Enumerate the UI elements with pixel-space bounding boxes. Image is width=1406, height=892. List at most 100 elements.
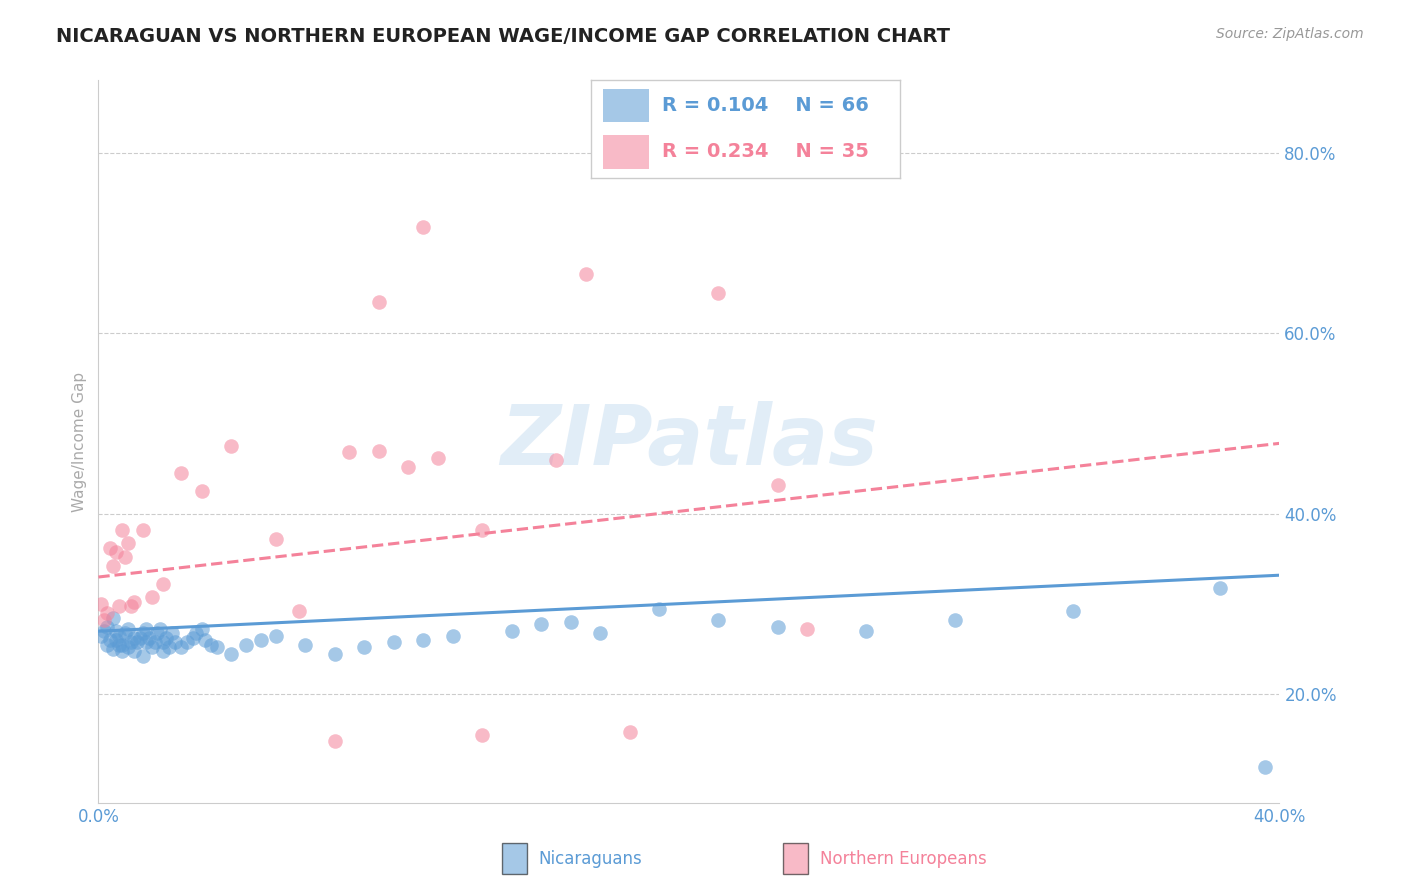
Point	[648, 601, 671, 615]
Point	[294, 638, 316, 652]
Point	[170, 466, 193, 480]
Text: NICARAGUAN VS NORTHERN EUROPEAN WAGE/INCOME GAP CORRELATION CHART: NICARAGUAN VS NORTHERN EUROPEAN WAGE/INC…	[56, 27, 950, 45]
Point	[117, 535, 139, 549]
Point	[111, 644, 134, 658]
Text: Northern Europeans: Northern Europeans	[820, 849, 987, 868]
Point	[152, 577, 174, 591]
Point	[181, 632, 204, 646]
Point	[103, 610, 125, 624]
Point	[105, 633, 128, 648]
Point	[546, 452, 568, 467]
Point	[152, 635, 174, 649]
Point	[162, 626, 183, 640]
Point	[323, 734, 346, 748]
Point	[152, 644, 174, 658]
Point	[235, 638, 257, 652]
Point	[90, 629, 112, 643]
Text: Source: ZipAtlas.com: Source: ZipAtlas.com	[1216, 27, 1364, 41]
Point	[98, 541, 121, 555]
Text: Nicaraguans: Nicaraguans	[538, 849, 643, 868]
Point	[141, 640, 163, 655]
Point	[323, 647, 346, 661]
Point	[412, 219, 434, 234]
Text: R = 0.234    N = 35: R = 0.234 N = 35	[662, 143, 869, 161]
Point	[132, 523, 155, 537]
Point	[146, 626, 169, 640]
Point	[149, 623, 172, 637]
Point	[339, 445, 361, 459]
Point	[108, 629, 131, 643]
Point	[114, 550, 136, 565]
Point	[170, 640, 193, 655]
Point	[122, 632, 145, 646]
Point	[93, 613, 115, 627]
Point	[117, 623, 139, 637]
Point	[125, 635, 148, 649]
Point	[132, 626, 155, 640]
Bar	[603, 89, 650, 122]
Point	[707, 285, 730, 300]
Point	[205, 640, 228, 655]
Point	[589, 626, 612, 640]
Point	[120, 635, 142, 649]
Point	[122, 595, 145, 609]
Point	[128, 632, 150, 646]
Point	[1209, 581, 1232, 595]
Point	[98, 633, 121, 648]
Point	[108, 638, 131, 652]
Point	[191, 484, 214, 499]
Point	[382, 635, 405, 649]
Point	[96, 620, 118, 634]
Point	[766, 620, 789, 634]
Point	[103, 642, 125, 657]
Point	[560, 615, 582, 630]
Text: R = 0.104    N = 66: R = 0.104 N = 66	[662, 96, 869, 115]
Point	[441, 629, 464, 643]
Point	[96, 606, 118, 620]
Point	[90, 597, 112, 611]
Point	[138, 632, 160, 646]
Point	[108, 599, 131, 613]
Point	[114, 626, 136, 640]
Point	[191, 623, 214, 637]
Point	[93, 624, 115, 639]
Point	[501, 624, 523, 639]
Point	[412, 633, 434, 648]
Point	[619, 725, 641, 739]
Point	[165, 635, 187, 649]
Point	[264, 629, 287, 643]
Point	[194, 633, 217, 648]
Point	[855, 624, 877, 639]
Text: ZIPatlas: ZIPatlas	[501, 401, 877, 482]
Point	[398, 459, 420, 474]
Point	[135, 623, 157, 637]
Point	[250, 633, 273, 648]
Point	[707, 613, 730, 627]
Point	[943, 613, 966, 627]
Point	[368, 294, 391, 309]
Point	[1062, 604, 1084, 618]
Point	[221, 647, 243, 661]
Point	[111, 523, 134, 537]
Point	[105, 624, 128, 639]
Point	[96, 638, 118, 652]
Point	[264, 532, 287, 546]
Point	[176, 635, 198, 649]
Point	[105, 545, 128, 559]
Point	[288, 604, 311, 618]
Point	[427, 450, 450, 465]
Point	[530, 617, 553, 632]
Bar	[603, 136, 650, 169]
Point	[796, 623, 818, 637]
Point	[471, 728, 494, 742]
Point	[117, 640, 139, 655]
Point	[184, 626, 207, 640]
Point	[135, 635, 157, 649]
Point	[122, 644, 145, 658]
Point	[1254, 760, 1277, 774]
Point	[120, 599, 142, 613]
Point	[766, 478, 789, 492]
Point	[132, 649, 155, 664]
Point	[471, 523, 494, 537]
Point	[368, 443, 391, 458]
